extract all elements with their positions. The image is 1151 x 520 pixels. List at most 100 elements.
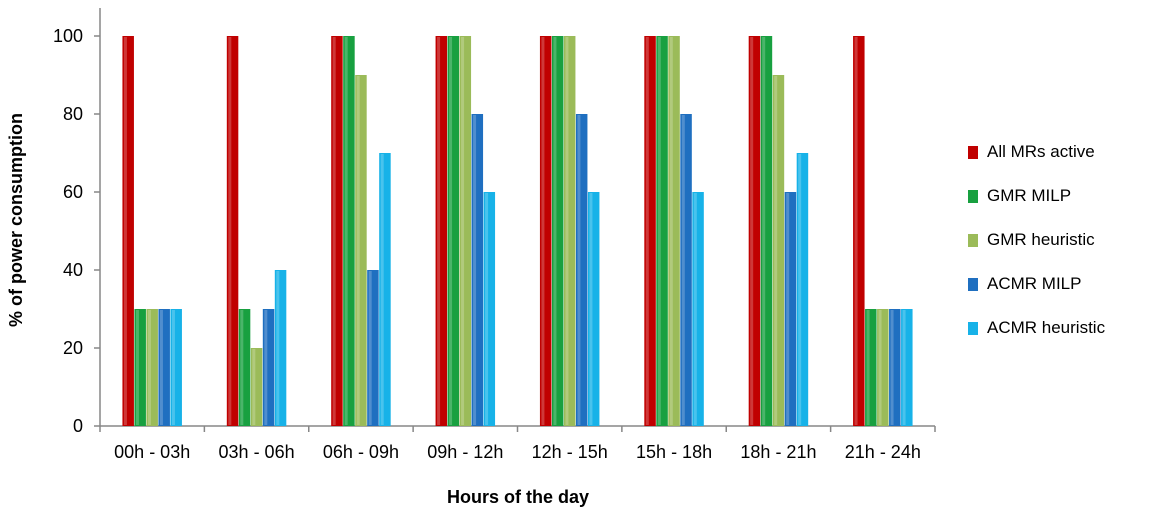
bar-all-mrs-active	[644, 36, 656, 426]
bar-gmr-heuristic	[250, 348, 263, 426]
bar-highlight	[332, 37, 336, 425]
bar-acmr-heuristic	[796, 153, 809, 426]
legend-label: GMR MILP	[987, 186, 1072, 205]
bar-highlight	[645, 37, 649, 425]
bar-gmr-heuristic	[459, 36, 472, 426]
y-tick-label: 40	[63, 260, 83, 280]
y-axis-ticks: 0 20 40 60 80 100	[53, 26, 100, 436]
bar-highlight	[159, 310, 163, 425]
legend-label: ACMR heuristic	[987, 318, 1106, 337]
bar-highlight	[693, 193, 697, 425]
y-tick-label: 80	[63, 104, 83, 124]
legend-item: All MRs active	[968, 142, 1148, 162]
bar-highlight	[577, 115, 581, 425]
bar-acmr-milp	[680, 114, 692, 426]
bar-highlight	[750, 37, 754, 425]
chart-legend: All MRs active GMR MILP GMR heuristic ACMR …	[968, 142, 1148, 362]
bar-highlight	[240, 310, 244, 425]
legend-swatch	[968, 321, 978, 335]
bar-highlight	[276, 271, 280, 425]
bar-all-mrs-active	[331, 36, 343, 426]
x-tick-label: 03h - 06h	[219, 442, 295, 462]
bar-highlight	[762, 37, 766, 425]
x-tick-label: 21h - 24h	[845, 442, 921, 462]
bar-highlight	[866, 310, 870, 425]
bar-all-mrs-active	[122, 36, 134, 426]
bar-highlight	[356, 76, 360, 425]
legend-swatch	[968, 189, 978, 203]
bar-highlight	[854, 37, 858, 425]
legend-item: ACMR MILP	[968, 274, 1148, 294]
bar-highlight	[589, 193, 593, 425]
bar-acmr-heuristic	[692, 192, 704, 426]
bar-highlight	[878, 310, 882, 425]
bar-highlight	[171, 310, 175, 425]
x-tick-label: 12h - 15h	[532, 442, 608, 462]
bar-gmr-milp	[447, 36, 460, 426]
bar-highlight	[123, 37, 127, 425]
bar-acmr-milp	[158, 309, 170, 426]
legend-label: GMR heuristic	[987, 230, 1095, 249]
y-tick-label: 0	[73, 416, 83, 436]
bar-highlight	[344, 37, 348, 425]
bar-acmr-milp	[889, 309, 901, 426]
x-tick-label: 00h - 03h	[114, 442, 190, 462]
bar-acmr-milp	[784, 192, 797, 426]
bar-highlight	[774, 76, 778, 425]
bar-gmr-heuristic	[146, 309, 158, 426]
bar-gmr-heuristic	[355, 75, 367, 426]
x-tick-label: 18h - 21h	[740, 442, 816, 462]
bar-series-group	[122, 36, 913, 426]
legend-label: All MRs active	[987, 142, 1095, 161]
bar-gmr-milp	[343, 36, 355, 426]
bar-gmr-milp	[656, 36, 668, 426]
bar-gmr-heuristic	[668, 36, 680, 426]
bar-all-mrs-active	[226, 36, 239, 426]
bar-all-mrs-active	[539, 36, 552, 426]
bar-highlight	[902, 310, 906, 425]
bar-highlight	[461, 37, 465, 425]
bar-acmr-milp	[367, 270, 379, 426]
x-tick-label: 06h - 09h	[323, 442, 399, 462]
bar-acmr-heuristic	[587, 192, 600, 426]
bar-gmr-milp	[865, 309, 877, 426]
bar-highlight	[798, 154, 802, 425]
x-axis-ticks: 00h - 03h 03h - 06h 06h - 09h 09h - 12h 12h …	[99, 426, 936, 462]
legend-item: ACMR heuristic	[968, 318, 1148, 338]
bar-all-mrs-active	[435, 36, 448, 426]
bar-highlight	[657, 37, 661, 425]
legend-item: GMR heuristic	[968, 230, 1148, 250]
bar-acmr-heuristic	[901, 309, 913, 426]
x-axis-title: Hours of the day	[447, 487, 589, 507]
bar-highlight	[553, 37, 557, 425]
bar-highlight	[437, 37, 441, 425]
bar-highlight	[485, 193, 489, 425]
bar-highlight	[681, 115, 685, 425]
legend-swatch	[968, 145, 978, 159]
bar-acmr-milp	[471, 114, 484, 426]
bar-acmr-milp	[575, 114, 588, 426]
bar-acmr-heuristic	[483, 192, 496, 426]
bar-highlight	[786, 193, 790, 425]
bar-highlight	[449, 37, 453, 425]
bar-highlight	[368, 271, 372, 425]
bar-highlight	[264, 310, 268, 425]
bar-acmr-heuristic	[379, 153, 391, 426]
legend-swatch	[968, 233, 978, 247]
legend-item: GMR MILP	[968, 186, 1148, 206]
bar-acmr-milp	[262, 309, 275, 426]
bar-highlight	[135, 310, 139, 425]
x-tick-label: 15h - 18h	[636, 442, 712, 462]
bar-highlight	[147, 310, 151, 425]
bar-gmr-milp	[134, 309, 146, 426]
bar-all-mrs-active	[853, 36, 865, 426]
bar-all-mrs-active	[748, 36, 761, 426]
y-axis-title: % of power consumption	[6, 113, 26, 327]
y-tick-label: 100	[53, 26, 83, 46]
bar-acmr-heuristic	[170, 309, 182, 426]
bar-gmr-heuristic	[563, 36, 576, 426]
bar-acmr-heuristic	[274, 270, 287, 426]
y-tick-label: 20	[63, 338, 83, 358]
